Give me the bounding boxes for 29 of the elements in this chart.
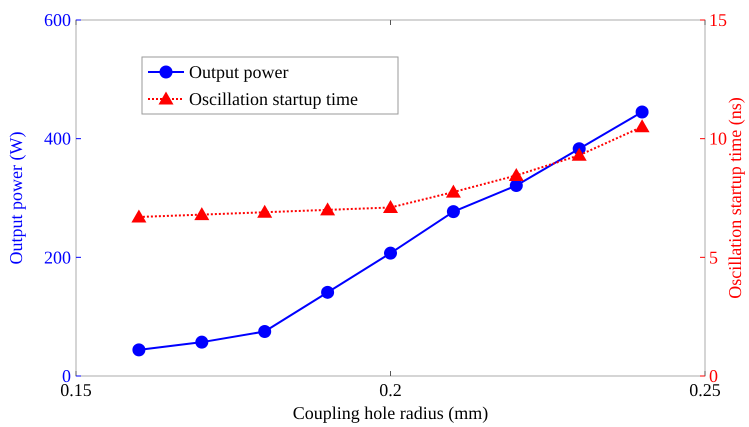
point [195, 336, 208, 349]
point [446, 184, 461, 198]
point [446, 205, 460, 218]
point [194, 207, 210, 220]
point [258, 325, 272, 338]
point [257, 204, 272, 218]
point [321, 286, 334, 299]
x-tick-label: 0.2 [379, 380, 402, 400]
legend-label: Output power [189, 62, 288, 82]
point [508, 168, 524, 181]
point [636, 105, 649, 118]
point [383, 200, 398, 213]
point [320, 202, 336, 216]
point [131, 209, 146, 222]
y2-tick-label: 10 [709, 128, 727, 149]
y2-tick-label: 5 [709, 247, 718, 268]
x-axis-title: Coupling hole radius (mm) [292, 403, 488, 423]
point [634, 119, 650, 132]
point [384, 246, 397, 260]
y-axis-title: Output power (W) [6, 132, 26, 264]
y-tick-label: 200 [44, 247, 71, 268]
point [572, 148, 587, 161]
y2-axis-title: Oscillation startup time (ns) [725, 97, 745, 299]
legend-label: Oscillation startup time [189, 89, 358, 109]
y-tick-label: 400 [44, 128, 71, 149]
point [510, 179, 523, 192]
point [132, 343, 146, 356]
y-tick-label: 600 [44, 10, 71, 30]
y2-tick-label: 15 [709, 10, 727, 30]
